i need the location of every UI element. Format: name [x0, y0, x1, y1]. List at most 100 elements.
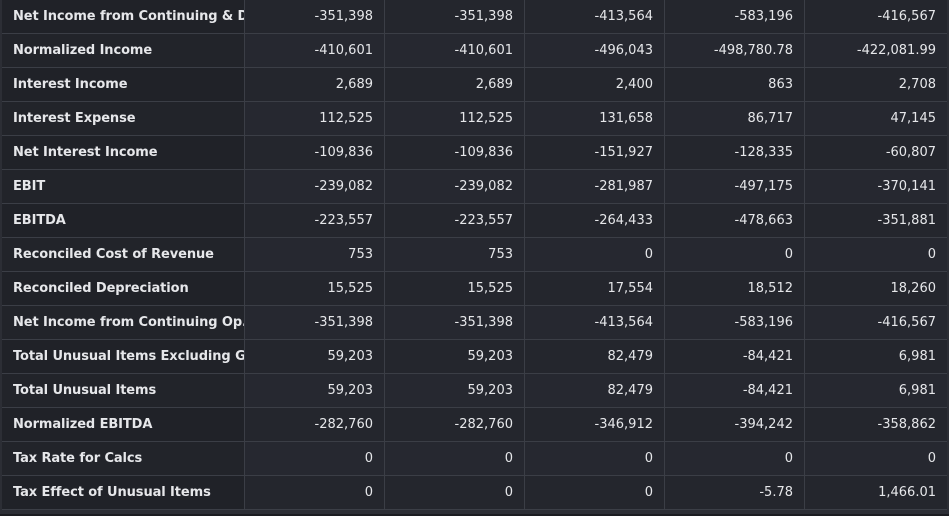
table-cell: 0: [525, 238, 665, 272]
table-cell: -370,141: [805, 170, 947, 204]
table-row: EBIT -239,082 -239,082 -281,987 -497,175…: [2, 170, 947, 204]
table-cell: -351,881: [805, 204, 947, 238]
table-cell: 18,512: [665, 272, 805, 306]
table-cell: 2,689: [385, 68, 525, 102]
row-label: Interest Income: [2, 68, 245, 102]
table-cell: -109,836: [245, 136, 385, 170]
table-cell: -351,398: [245, 306, 385, 340]
table-cell: -282,760: [245, 408, 385, 442]
table-row: Total Unusual Items Excluding G... 59,20…: [2, 340, 947, 374]
table-cell: 6,981: [805, 340, 947, 374]
table-cell: -128,335: [665, 136, 805, 170]
table-cell: 2,400: [525, 68, 665, 102]
table-cell: -5.78: [665, 476, 805, 510]
table-cell: -60,807: [805, 136, 947, 170]
table-cell: -84,421: [665, 374, 805, 408]
table-cell: 59,203: [385, 340, 525, 374]
row-label: Tax Effect of Unusual Items: [2, 476, 245, 510]
table-cell: 86,717: [665, 102, 805, 136]
table-row: Reconciled Depreciation 15,525 15,525 17…: [2, 272, 947, 306]
table-cell: 863: [665, 68, 805, 102]
table-cell: 753: [245, 238, 385, 272]
table-cell: -264,433: [525, 204, 665, 238]
row-label: Total Unusual Items: [2, 374, 245, 408]
table-cell: 753: [385, 238, 525, 272]
table-cell: -416,567: [805, 0, 947, 34]
row-label: Net Income from Continuing & D...: [2, 0, 245, 34]
table-cell: -498,780.78: [665, 34, 805, 68]
row-label: Reconciled Depreciation: [2, 272, 245, 306]
table-row: Tax Effect of Unusual Items 0 0 0 -5.78 …: [2, 476, 947, 510]
table-cell: -583,196: [665, 0, 805, 34]
table-row: Interest Expense 112,525 112,525 131,658…: [2, 102, 947, 136]
table-cell: 1,466.01: [805, 476, 947, 510]
table-cell: 17,554: [525, 272, 665, 306]
table-row: Net Income from Continuing Op... -351,39…: [2, 306, 947, 340]
table-cell: -239,082: [385, 170, 525, 204]
table-cell: -413,564: [525, 0, 665, 34]
table-cell: 82,479: [525, 340, 665, 374]
table-cell: -239,082: [245, 170, 385, 204]
table-cell: 0: [245, 442, 385, 476]
table-row: Normalized EBITDA -282,760 -282,760 -346…: [2, 408, 947, 442]
table-cell: 0: [385, 476, 525, 510]
table-cell: -109,836: [385, 136, 525, 170]
table-cell: -413,564: [525, 306, 665, 340]
table-cell: 0: [525, 442, 665, 476]
table-row: Tax Rate for Calcs 0 0 0 0 0: [2, 442, 947, 476]
table-cell: 15,525: [385, 272, 525, 306]
row-label: EBITDA: [2, 204, 245, 238]
table-cell: -410,601: [385, 34, 525, 68]
table-cell: 0: [525, 476, 665, 510]
table-cell: -346,912: [525, 408, 665, 442]
table-cell: 0: [805, 442, 947, 476]
table-cell: -351,398: [385, 306, 525, 340]
table-cell: 2,689: [245, 68, 385, 102]
table-cell: -351,398: [245, 0, 385, 34]
table-row: Net Income from Continuing & D... -351,3…: [2, 0, 947, 34]
row-label: Net Interest Income: [2, 136, 245, 170]
table-cell: -351,398: [385, 0, 525, 34]
row-label: Normalized Income: [2, 34, 245, 68]
table-cell: -416,567: [805, 306, 947, 340]
table-row: Net Interest Income -109,836 -109,836 -1…: [2, 136, 947, 170]
row-label: Total Unusual Items Excluding G...: [2, 340, 245, 374]
table-cell: -281,987: [525, 170, 665, 204]
table-cell: 18,260: [805, 272, 947, 306]
table-cell: 2,708: [805, 68, 947, 102]
table-row: Reconciled Cost of Revenue 753 753 0 0 0: [2, 238, 947, 272]
table-cell: -497,175: [665, 170, 805, 204]
table-row: Normalized Income -410,601 -410,601 -496…: [2, 34, 947, 68]
table-cell: 112,525: [245, 102, 385, 136]
row-label: Net Income from Continuing Op...: [2, 306, 245, 340]
table-row: EBITDA -223,557 -223,557 -264,433 -478,6…: [2, 204, 947, 238]
table-cell: -223,557: [385, 204, 525, 238]
table-cell: 82,479: [525, 374, 665, 408]
table-cell: -478,663: [665, 204, 805, 238]
table-cell: 0: [665, 442, 805, 476]
table-cell: -358,862: [805, 408, 947, 442]
row-label: Normalized EBITDA: [2, 408, 245, 442]
table-row: Total Unusual Items 59,203 59,203 82,479…: [2, 374, 947, 408]
table-cell: 131,658: [525, 102, 665, 136]
table-cell: 59,203: [385, 374, 525, 408]
table-row: Interest Income 2,689 2,689 2,400 863 2,…: [2, 68, 947, 102]
table-cell: 0: [665, 238, 805, 272]
table-cell: -394,242: [665, 408, 805, 442]
table-cell: -151,927: [525, 136, 665, 170]
table-cell: 112,525: [385, 102, 525, 136]
table-cell: 0: [805, 238, 947, 272]
table-cell: 59,203: [245, 374, 385, 408]
row-label: Interest Expense: [2, 102, 245, 136]
table-cell: -496,043: [525, 34, 665, 68]
table-cell: -84,421: [665, 340, 805, 374]
row-label: Tax Rate for Calcs: [2, 442, 245, 476]
row-label: Reconciled Cost of Revenue: [2, 238, 245, 272]
row-label: EBIT: [2, 170, 245, 204]
table-cell: -223,557: [245, 204, 385, 238]
table-cell: 6,981: [805, 374, 947, 408]
table-cell: -410,601: [245, 34, 385, 68]
table-cell: -583,196: [665, 306, 805, 340]
